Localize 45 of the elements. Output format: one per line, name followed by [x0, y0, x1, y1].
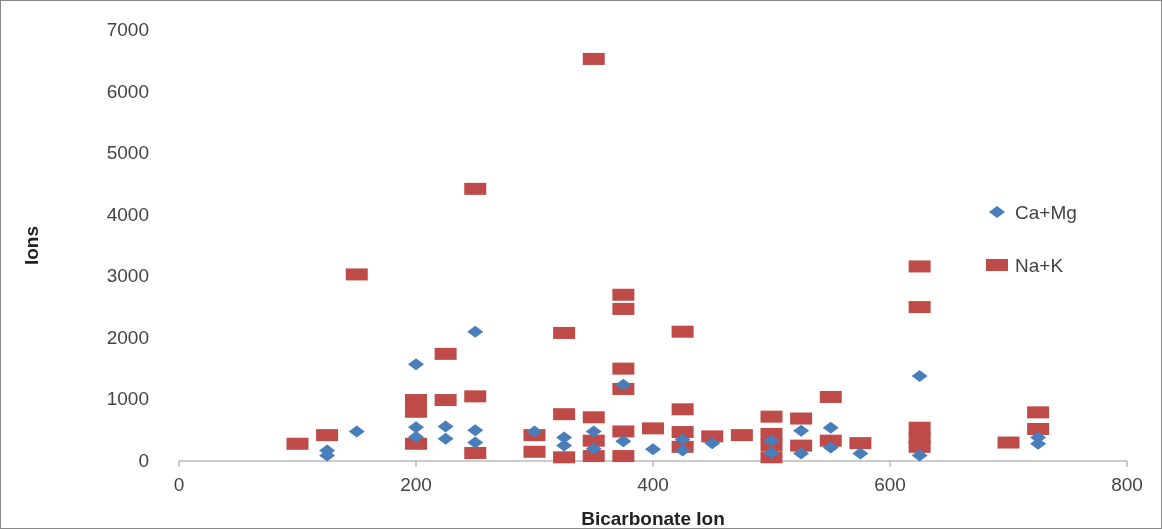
y-tick-label: 1000 [106, 388, 149, 410]
point [467, 436, 484, 449]
y-tick-label: 5000 [106, 142, 149, 164]
legend-label: Ca+Mg [1015, 202, 1077, 223]
point [585, 425, 602, 438]
x-tick-label: 600 [874, 474, 906, 495]
point [763, 434, 780, 447]
y-tick-label: 7000 [106, 19, 149, 40]
point [793, 447, 810, 460]
point [704, 437, 721, 450]
point [763, 447, 780, 459]
point [556, 439, 573, 452]
point [852, 447, 869, 460]
point [674, 433, 691, 446]
point [348, 425, 365, 438]
point [467, 424, 484, 437]
point [822, 441, 839, 454]
point [437, 420, 454, 433]
x-tick-label: 200 [400, 474, 432, 495]
x-tick-label: 800 [1111, 474, 1143, 495]
point [467, 325, 484, 338]
y-tick-label: 6000 [106, 80, 149, 102]
point [437, 432, 454, 445]
point [911, 449, 928, 462]
legend-label: Na+K [1015, 255, 1064, 276]
point [645, 443, 661, 456]
y-axis-title: Ions [21, 225, 42, 266]
x-axis-title: Bicarbonate Ion [581, 508, 725, 529]
point [822, 421, 839, 434]
y-tick-label: 3000 [106, 265, 149, 287]
point [408, 421, 424, 434]
point [615, 435, 632, 448]
point [585, 442, 602, 455]
point [526, 425, 543, 438]
point [615, 378, 632, 391]
y-tick-label: 4000 [106, 203, 149, 225]
x-tick-label: 0 [173, 474, 185, 495]
point [674, 444, 691, 457]
point [408, 358, 424, 371]
point [911, 370, 928, 383]
point [793, 424, 810, 437]
x-tick-label: 400 [637, 474, 669, 495]
point [408, 430, 424, 443]
y-tick-label: 2000 [106, 326, 149, 348]
y-tick-label: 0 [138, 450, 149, 471]
